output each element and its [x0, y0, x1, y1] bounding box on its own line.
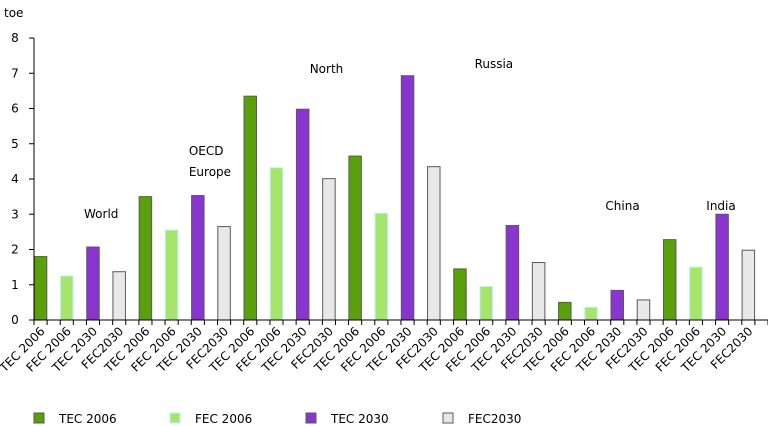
y-tick-label: 7	[11, 66, 19, 80]
legend-swatch	[169, 412, 181, 424]
bar-china-tec-2006	[453, 268, 467, 321]
bar-china-tec-2030	[505, 225, 520, 321]
bars	[33, 75, 756, 321]
legend-label: TEC 2030	[330, 412, 389, 426]
bar-india-fec2030	[636, 299, 651, 321]
group-annotation: North	[310, 62, 344, 76]
group-annotation: Russia	[475, 57, 514, 71]
legend-label: TEC 2006	[58, 412, 117, 426]
bar-china-fec-2006	[479, 286, 493, 321]
bar-north-fec2030	[322, 178, 336, 321]
y-tick-label: 4	[11, 172, 19, 186]
bar-north-fec-2006	[269, 167, 284, 321]
y-tick-label: 8	[11, 31, 19, 45]
group-annotation: OECD	[189, 144, 224, 158]
axes	[33, 38, 768, 325]
legend-swatch	[33, 412, 45, 424]
bar-oecd-europe-fec-2006	[164, 229, 179, 321]
group-annotation: India	[706, 199, 735, 213]
bar-eurasia-fec-2006	[689, 266, 703, 321]
y-ticks: 0 1 2 3 4 5 6 7 8	[11, 31, 34, 327]
bar-india-tec-2030	[610, 289, 625, 321]
group-annotations: WorldOECDEuropeNorthRussiaChinaIndiaEura…	[84, 57, 736, 221]
bar-china-fec2030	[531, 262, 546, 321]
group-annotation: China	[605, 199, 639, 213]
bar-russia-tec-2006	[348, 155, 362, 321]
bar-eurasia-tec-2030	[715, 213, 729, 321]
group-annotation: Europe	[189, 165, 231, 179]
y-tick-label: 2	[11, 243, 19, 257]
bar-oecd-europe-tec-2030	[191, 195, 205, 321]
y-tick-label: 6	[11, 102, 19, 116]
legend: TEC 2006 FEC 2006 TEC 2030 FEC2030	[33, 412, 521, 426]
bar-world-fec-2006	[60, 275, 74, 321]
bar-russia-fec2030	[427, 166, 441, 321]
bar-oecd-europe-fec2030	[217, 226, 231, 321]
bar-world-tec-2030	[86, 246, 100, 321]
y-tick-label: 3	[11, 207, 19, 221]
bar-world-fec2030	[112, 271, 126, 321]
legend-label: FEC 2006	[195, 412, 252, 426]
y-tick-label: 5	[11, 137, 19, 151]
y-axis-label: toe	[4, 6, 23, 20]
bar-world-tec-2006	[33, 256, 48, 321]
y-tick-label: 0	[11, 313, 19, 327]
bar-russia-fec-2006	[374, 212, 389, 321]
legend-swatch	[305, 412, 317, 424]
group-annotation: World	[84, 207, 118, 221]
bar-north-tec-2006	[243, 95, 258, 321]
legend-label: FEC2030	[468, 412, 521, 426]
bar-india-fec-2006	[584, 306, 598, 321]
bar-north-tec-2030	[295, 108, 310, 321]
y-tick-label: 1	[11, 278, 19, 292]
bar-eurasia-fec2030	[741, 249, 756, 321]
bar-russia-tec-2030	[400, 75, 415, 321]
legend-swatch	[442, 412, 454, 424]
bar-oecd-europe-tec-2006	[138, 196, 153, 321]
bar-india-tec-2006	[558, 301, 572, 321]
bar-eurasia-tec-2006	[662, 239, 677, 321]
